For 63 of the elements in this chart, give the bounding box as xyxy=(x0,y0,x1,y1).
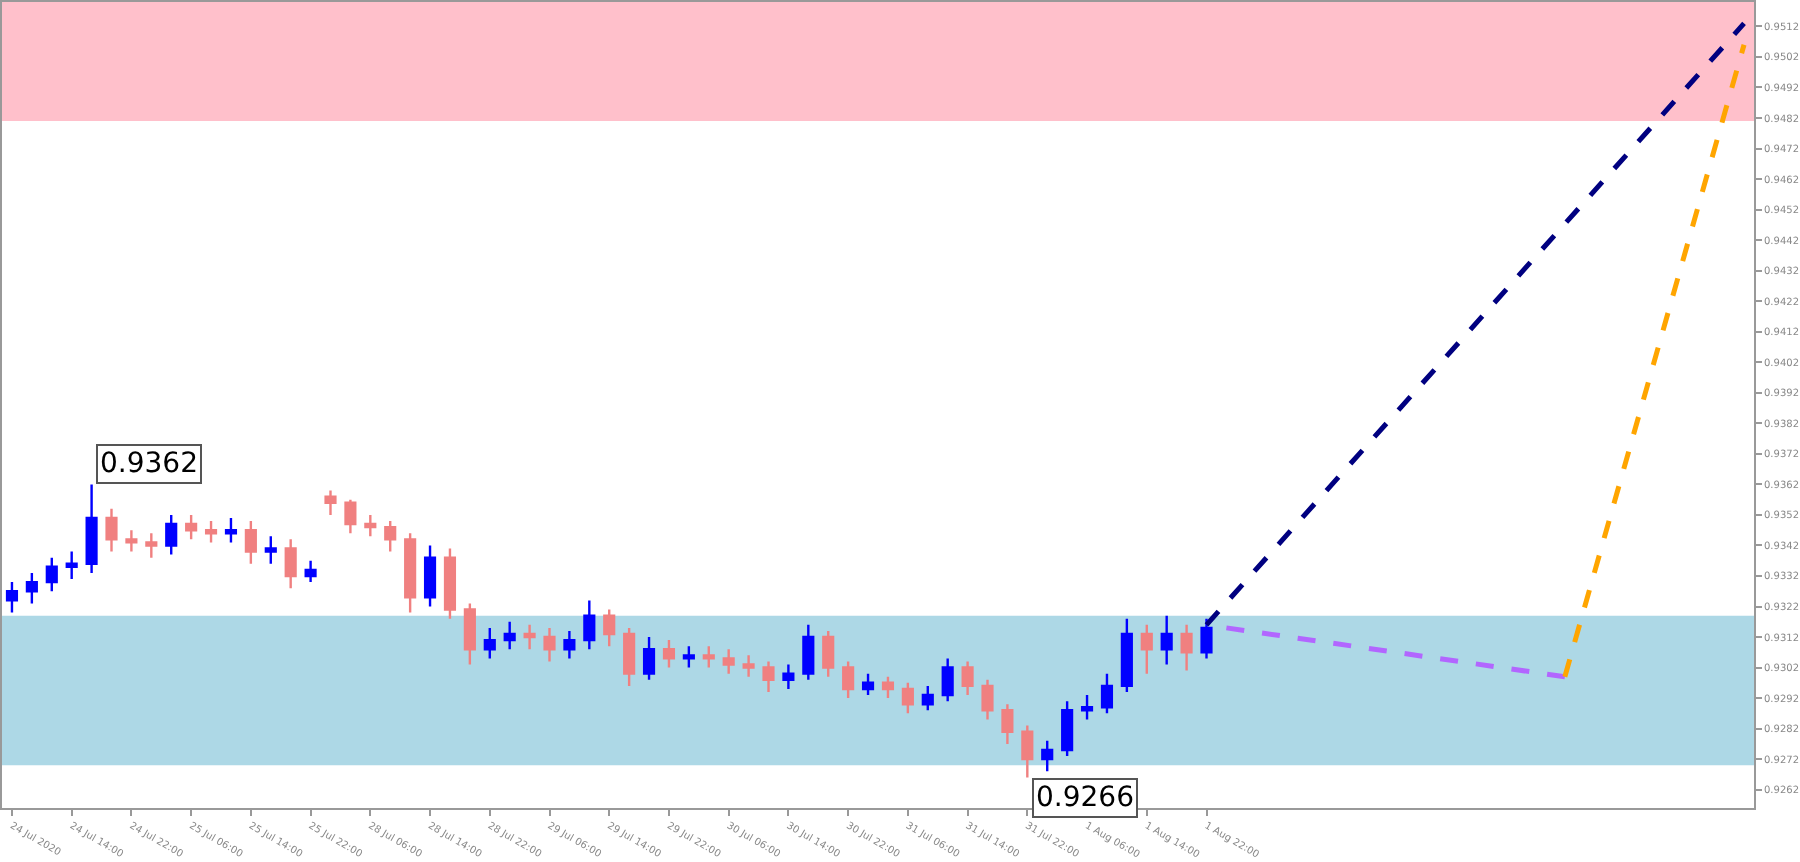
candlestick xyxy=(822,629,835,678)
candlestick xyxy=(5,580,19,614)
candlestick xyxy=(45,556,58,593)
candlestick xyxy=(642,635,656,681)
candlestick xyxy=(264,535,277,565)
candlestick xyxy=(941,657,954,703)
candlestick xyxy=(304,559,317,584)
candlestick xyxy=(1100,672,1114,715)
candlestick xyxy=(125,528,138,553)
candlestick xyxy=(204,519,218,544)
candlestick xyxy=(404,532,417,614)
candlestick xyxy=(244,519,257,565)
candlestick xyxy=(165,513,178,556)
candlestick xyxy=(1120,617,1133,694)
candlestick xyxy=(981,678,994,721)
candlestick xyxy=(543,626,556,663)
candlestick xyxy=(961,660,974,697)
candlestick xyxy=(623,626,636,688)
candlestick xyxy=(65,550,78,581)
candlestick xyxy=(224,516,238,544)
candlestick xyxy=(722,648,735,675)
candlestick xyxy=(583,599,596,651)
candlestick xyxy=(423,544,437,608)
candlestick xyxy=(145,532,158,559)
candlestick xyxy=(523,623,536,651)
candlestick xyxy=(603,608,616,648)
candlestick xyxy=(483,626,496,660)
candlestick xyxy=(503,620,516,651)
candlestick xyxy=(1061,699,1074,758)
candlestick xyxy=(782,663,795,691)
candlestick xyxy=(682,644,695,669)
candlestick xyxy=(25,571,38,605)
candlestick xyxy=(762,660,775,694)
candlestick xyxy=(742,654,755,678)
candlestick xyxy=(1080,693,1094,721)
candlestick xyxy=(1160,614,1173,666)
annotation: 0.9362 xyxy=(100,448,198,480)
candlestick xyxy=(85,483,98,575)
annotation: 0.9266 xyxy=(1036,782,1135,814)
candlestick xyxy=(324,489,337,517)
candlestick xyxy=(901,681,914,715)
candlestick xyxy=(1041,739,1054,773)
candlestick xyxy=(1200,617,1213,660)
candlestick xyxy=(463,602,476,666)
candlestick xyxy=(802,623,815,681)
candlestick xyxy=(384,519,397,553)
candlestick xyxy=(1180,623,1193,672)
candlestick xyxy=(443,547,457,620)
candlestick xyxy=(284,538,297,590)
candlestick xyxy=(185,513,198,541)
candlestick xyxy=(662,638,676,669)
candlestick xyxy=(921,684,934,712)
candlestick xyxy=(861,672,875,697)
candlestick xyxy=(105,507,118,553)
candlestick xyxy=(1021,724,1034,779)
candlestick xyxy=(344,498,357,535)
candlestick xyxy=(364,513,377,538)
candlestick xyxy=(881,675,895,700)
candlestick xyxy=(1001,703,1014,746)
candlestick xyxy=(702,644,715,669)
candlestick xyxy=(563,629,576,660)
candlestick xyxy=(842,660,855,700)
candlestick xyxy=(1140,623,1153,675)
